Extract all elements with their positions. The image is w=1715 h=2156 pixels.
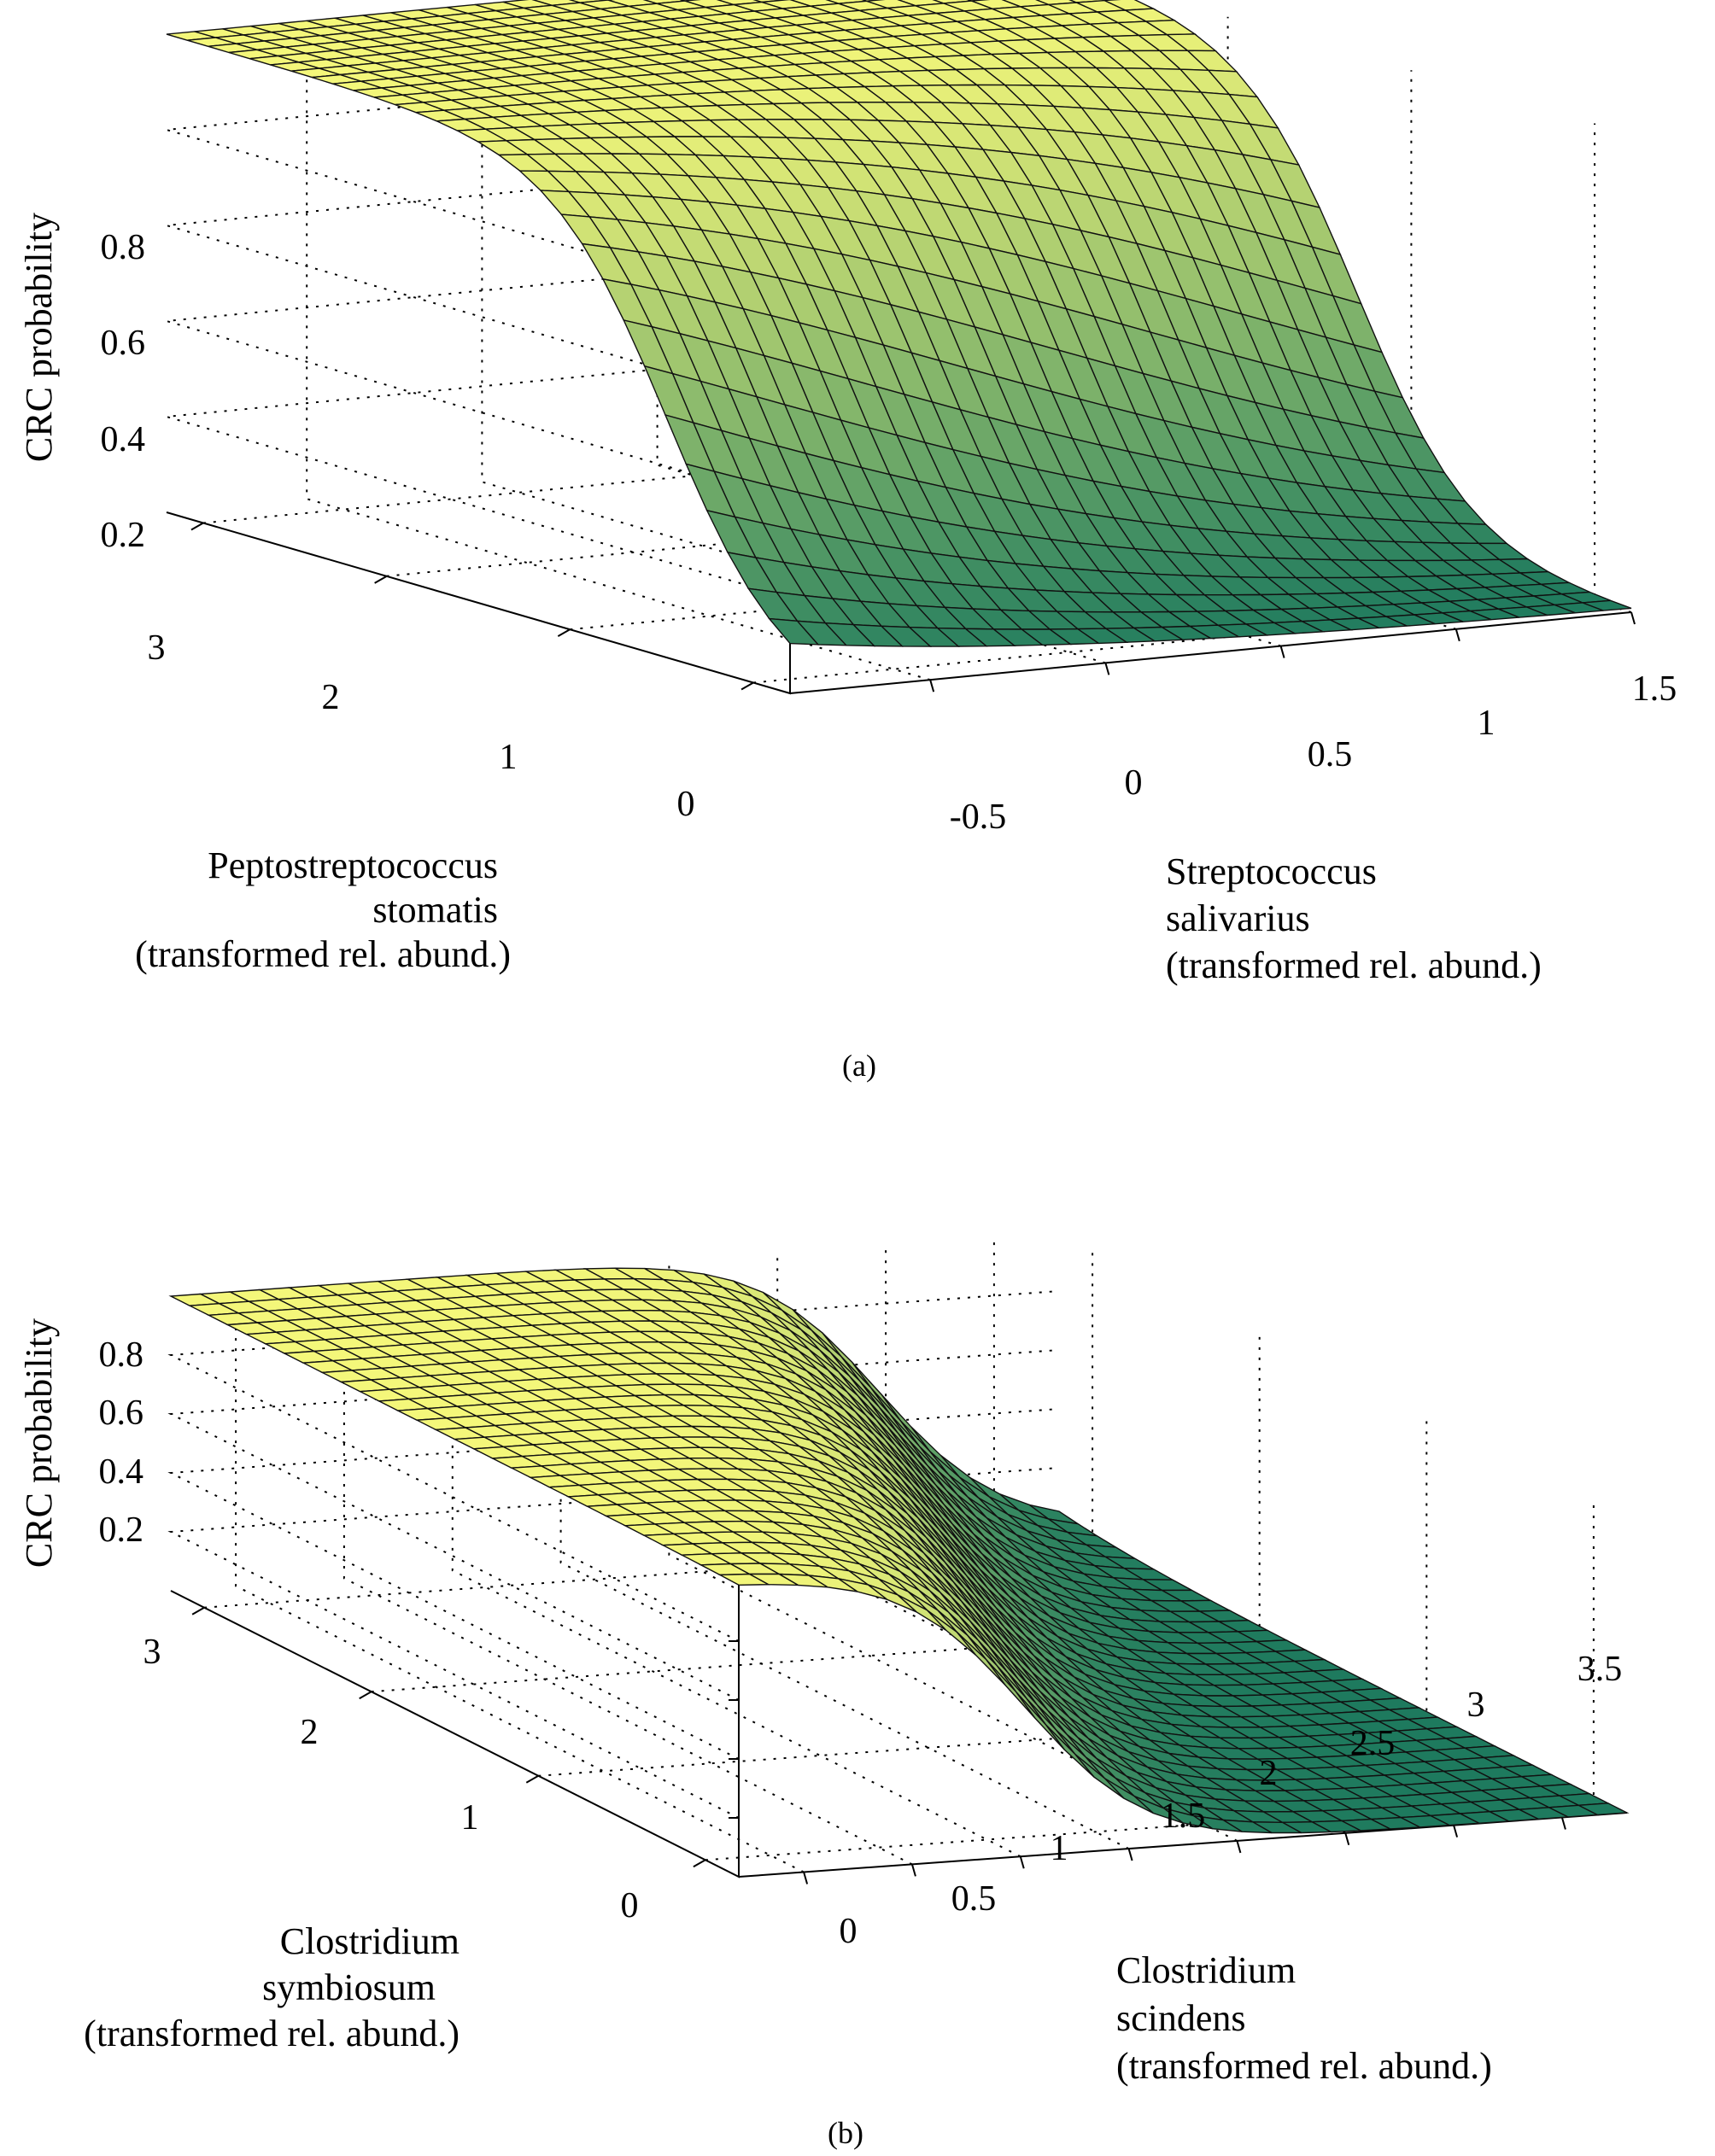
panel-a-x-tickmark-0 <box>740 681 754 691</box>
panel-a-y-tickmark-3 <box>1455 628 1460 642</box>
panel-b-x-label-line-2: symbiosum <box>262 1966 436 2008</box>
panel-b-y-tickmark-0 <box>803 1872 809 1884</box>
panel-a-surface <box>166 0 1632 647</box>
panel-a-y-label-line-1: Streptococcus <box>1166 850 1377 892</box>
panel-b-grid-y-0 <box>235 1291 805 1873</box>
panel-b-z-tick-3: 0.8 <box>99 1335 144 1375</box>
panel-b-y-tickmark-2 <box>1019 1855 1025 1869</box>
panel-b-z-tick-1: 0.4 <box>99 1452 144 1492</box>
panel-b-grid-x-1 <box>538 1417 1428 1777</box>
panel-b-z-label: CRC probability <box>18 1318 60 1568</box>
panel-a-x-tick-3: 3 <box>148 628 166 668</box>
panel-b-y-tick-1: 0.5 <box>951 1879 997 1919</box>
panel-b-y-label-line-2: scindens <box>1116 1997 1246 2039</box>
panel-b-grid-x-0 <box>705 1501 1595 1861</box>
panel-a-x-tickmark-2 <box>374 575 388 584</box>
panel-b-y-tick-3: 1.5 <box>1161 1797 1206 1836</box>
panel-a-y-tick-4: 1.5 <box>1632 669 1677 709</box>
panel-b: 0.2 0.4 0.6 0.8 CRC probability 0 1 2 3 … <box>18 1236 1630 2150</box>
panel-b-x-label-line-1: Clostridium <box>280 1920 459 1962</box>
panel-b-y-label-line-3: (transformed rel. abund.) <box>1116 2045 1492 2087</box>
panel-b-y-tick-4: 2 <box>1260 1754 1278 1793</box>
panel-b-y-label-line-1: Clostridium <box>1116 1949 1296 1991</box>
panel-b-x-label-line-3: (transformed rel. abund.) <box>84 2013 459 2054</box>
panel-b-y-tickmark-4 <box>1236 1840 1242 1854</box>
panel-b-caption: (b) <box>828 2116 863 2150</box>
panel-a-grid-z-3 <box>166 48 1009 312</box>
panel-b-x-tick-1: 1 <box>461 1798 479 1838</box>
panel-a-x-label-line-2: stomatis <box>372 889 498 931</box>
panel-a-x-tick-0: 0 <box>677 785 695 824</box>
panel-b-y-tick-0: 0 <box>840 1912 858 1951</box>
panel-b-y-tick-5: 2.5 <box>1350 1724 1396 1763</box>
panel-b-x-tickmark-3 <box>191 1606 205 1616</box>
panel-b-grid-z-1 <box>167 1408 1060 1760</box>
panel-a-x-label-line-3: (transformed rel. abund.) <box>135 933 511 975</box>
panel-b-x-tickmark-2 <box>359 1691 372 1700</box>
panel-a-grid-z-0 <box>166 335 1009 599</box>
panel-a-y-tickmark-1 <box>1104 663 1110 675</box>
panel-b-axis-zx <box>170 1582 740 1878</box>
panel-a-y-tickmark-0 <box>929 679 935 692</box>
panel-a-x-tickmark-3 <box>190 522 204 531</box>
panel-b-y-tickmark-5 <box>1344 1832 1350 1846</box>
panel-b-y-tickmark-7 <box>1560 1817 1566 1830</box>
panel-a-labels: 0.2 0.4 0.6 0.8 CRC probability 0 1 2 3 … <box>18 213 1677 1083</box>
panel-a-x-label-line-1: Peptostreptococcus <box>208 844 498 886</box>
panel-a-y-tickmark-4 <box>1630 611 1636 625</box>
panel-b-y-tickmark-6 <box>1453 1825 1459 1838</box>
panel-b-x-tick-2: 2 <box>301 1713 319 1752</box>
panel-a-x-tickmark-1 <box>557 628 571 638</box>
panel-a-grid-z-1 <box>166 239 1009 503</box>
panel-a-grid-y-0 <box>306 20 931 681</box>
panel-b-grid-x-2 <box>371 1333 1261 1693</box>
panel-a-z-tick-0: 0.2 <box>101 516 146 555</box>
panel-b-surface <box>168 1267 1630 1834</box>
panel-a-grid-z-2 <box>166 143 1009 407</box>
panel-a-z-tick-2: 0.6 <box>101 324 146 363</box>
panel-b-x-tickmark-1 <box>525 1774 539 1784</box>
panel-a-y-tick-3: 1 <box>1478 704 1496 743</box>
panel-b-x-tickmark-0 <box>693 1859 706 1868</box>
panel-a-z-label: CRC probability <box>18 213 60 462</box>
panel-b-labels: 0.2 0.4 0.6 0.8 CRC probability 0 1 2 3 … <box>18 1318 1622 2150</box>
panel-b-grid-z-3 <box>167 1290 1060 1642</box>
panel-a-y-tick-1: 0 <box>1125 763 1143 803</box>
panel-a-z-tick-1: 0.4 <box>101 420 146 459</box>
panel-a-y-label-line-2: salivarius <box>1166 897 1310 939</box>
panel-b-grid-x-3 <box>204 1248 1094 1609</box>
panel-a-caption: (a) <box>842 1049 876 1083</box>
panel-b-z-tick-0: 0.2 <box>99 1510 144 1550</box>
panel-a-y-tickmark-2 <box>1279 646 1285 658</box>
panel-a: 0.2 0.4 0.6 0.8 CRC probability 0 1 2 3 … <box>18 0 1677 1083</box>
panel-b-y-tickmark-1 <box>910 1864 916 1877</box>
panel-b-x-tick-3: 3 <box>143 1633 161 1672</box>
panel-b-x-tick-0: 0 <box>621 1886 639 1925</box>
panel-b-y-tick-6: 3 <box>1467 1686 1485 1725</box>
panel-b-y-tick-7: 3.5 <box>1577 1650 1623 1689</box>
panel-b-y-tickmark-3 <box>1127 1848 1133 1861</box>
panel-a-surface-cell-0-0 <box>768 617 820 646</box>
panel-a-y-tick-2: 0.5 <box>1308 735 1353 774</box>
panel-a-z-tick-3: 0.8 <box>101 228 146 267</box>
panel-b-z-tick-2: 0.6 <box>99 1394 144 1433</box>
panel-b-surface-cell-0-0 <box>717 1573 771 1586</box>
panel-a-y-tick-0: -0.5 <box>950 798 1007 837</box>
panel-b-grid-z-2 <box>167 1349 1060 1701</box>
panel-a-x-tick-2: 2 <box>322 678 340 717</box>
panel-b-y-tick-2: 1 <box>1051 1829 1068 1868</box>
panel-b-grid-z-0 <box>167 1467 1060 1819</box>
panel-a-x-tick-1: 1 <box>500 738 518 777</box>
panel-a-y-label-line-3: (transformed rel. abund.) <box>1166 944 1542 986</box>
